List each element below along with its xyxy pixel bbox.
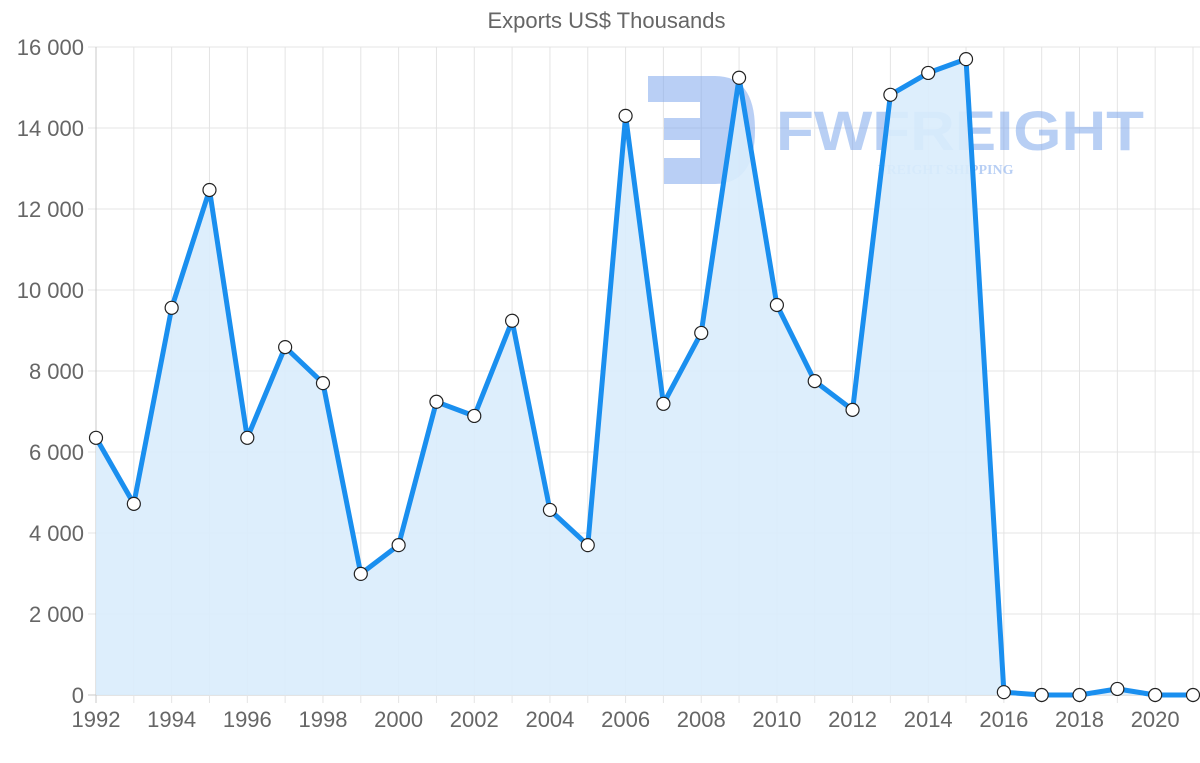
data-point-2018[interactable] xyxy=(1072,687,1087,703)
data-point-2006[interactable] xyxy=(618,108,633,123)
y-tick-label: 14 000 xyxy=(17,116,84,141)
data-point-2004[interactable] xyxy=(542,502,558,518)
y-tick-label: 12 000 xyxy=(17,197,84,222)
x-tick-label: 1994 xyxy=(147,707,196,732)
x-tick-label: 2016 xyxy=(979,707,1028,732)
x-tick-label: 2000 xyxy=(374,707,423,732)
x-tick-label: 2012 xyxy=(828,707,877,732)
data-point-1993[interactable] xyxy=(126,496,141,511)
data-point-1995[interactable] xyxy=(202,182,217,198)
y-tick-label: 8 000 xyxy=(29,359,84,384)
data-point-2016[interactable] xyxy=(996,685,1011,700)
data-point-2001[interactable] xyxy=(429,394,444,409)
x-tick-label: 1992 xyxy=(72,707,121,732)
x-tick-label: 2008 xyxy=(677,707,726,732)
series-area xyxy=(96,59,1193,696)
data-point-2014[interactable] xyxy=(921,65,936,81)
data-point-1997[interactable] xyxy=(278,340,293,355)
data-point-2003[interactable] xyxy=(505,313,520,328)
data-point-1996[interactable] xyxy=(240,430,255,445)
data-point-2012[interactable] xyxy=(845,402,860,417)
x-tick-label: 2004 xyxy=(525,707,574,732)
x-tick-label: 2006 xyxy=(601,707,650,732)
y-tick-label: 10 000 xyxy=(17,278,84,303)
data-point-2021[interactable] xyxy=(1185,687,1200,703)
data-point-1992[interactable] xyxy=(88,430,104,445)
data-point-2011[interactable] xyxy=(807,374,822,389)
x-tick-label: 2014 xyxy=(904,707,953,732)
data-point-2005[interactable] xyxy=(580,538,595,553)
x-tick-label: 2010 xyxy=(752,707,801,732)
data-point-2020[interactable] xyxy=(1148,687,1163,703)
data-point-2007[interactable] xyxy=(656,396,671,411)
data-point-2002[interactable] xyxy=(467,408,482,424)
y-tick-label: 2 000 xyxy=(29,602,84,627)
data-point-1998[interactable] xyxy=(315,376,331,391)
data-point-2019[interactable] xyxy=(1110,681,1125,697)
data-point-2010[interactable] xyxy=(769,297,784,313)
y-tick-label: 4 000 xyxy=(29,521,84,546)
data-point-2017[interactable] xyxy=(1034,687,1049,703)
x-tick-label: 2018 xyxy=(1055,707,1104,732)
data-point-1994[interactable] xyxy=(164,300,179,315)
y-tick-label: 0 xyxy=(72,683,84,708)
x-tick-label: 2020 xyxy=(1131,707,1180,732)
y-tick-label: 6 000 xyxy=(29,440,84,465)
x-tick-label: 1996 xyxy=(223,707,272,732)
y-tick-label: 16 000 xyxy=(17,35,84,60)
data-point-2000[interactable] xyxy=(391,538,406,553)
data-point-2009[interactable] xyxy=(731,70,747,85)
x-axis: 1992 1994 1996 1998 2000 2002 2004 2006 2008 2010… xyxy=(72,707,1180,732)
data-point-2015[interactable] xyxy=(958,52,974,67)
chart-title: Exports US$ Thousands xyxy=(487,8,726,33)
data-points xyxy=(88,52,1200,703)
data-point-2008[interactable] xyxy=(694,325,709,341)
data-point-2013[interactable] xyxy=(883,87,898,102)
data-point-1999[interactable] xyxy=(353,566,368,582)
x-tick-label: 2002 xyxy=(450,707,499,732)
x-tick-label: 1998 xyxy=(298,707,347,732)
y-axis: 0 2 000 4 000 6 000 8 000 10 000 12 000 14 000 1… xyxy=(17,35,84,708)
